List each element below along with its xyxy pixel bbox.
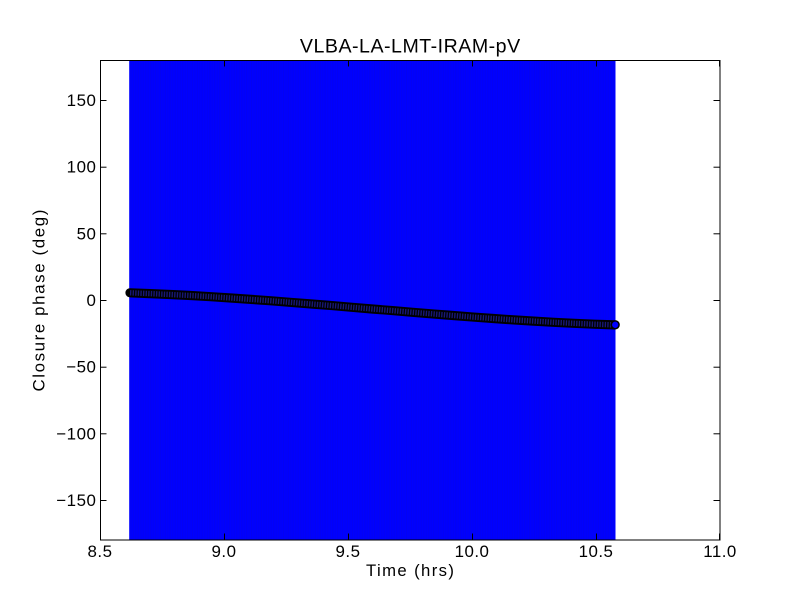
- svg-text:11.0: 11.0: [703, 542, 737, 561]
- svg-text:10.5: 10.5: [579, 542, 614, 561]
- svg-text:VLBA-LA-LMT-IRAM-pV: VLBA-LA-LMT-IRAM-pV: [300, 35, 521, 57]
- svg-text:−100: −100: [56, 424, 96, 443]
- svg-text:−50: −50: [66, 358, 96, 377]
- svg-text:8.5: 8.5: [88, 542, 113, 561]
- svg-text:Time (hrs): Time (hrs): [366, 561, 455, 580]
- svg-text:150: 150: [67, 91, 97, 110]
- svg-text:0: 0: [87, 291, 97, 310]
- svg-text:−150: −150: [56, 491, 96, 510]
- svg-text:9.5: 9.5: [336, 542, 361, 561]
- svg-text:50: 50: [77, 224, 97, 243]
- svg-text:Closure phase (deg): Closure phase (deg): [30, 208, 49, 391]
- svg-text:9.0: 9.0: [212, 542, 237, 561]
- svg-text:100: 100: [67, 158, 97, 177]
- svg-text:10.0: 10.0: [455, 542, 490, 561]
